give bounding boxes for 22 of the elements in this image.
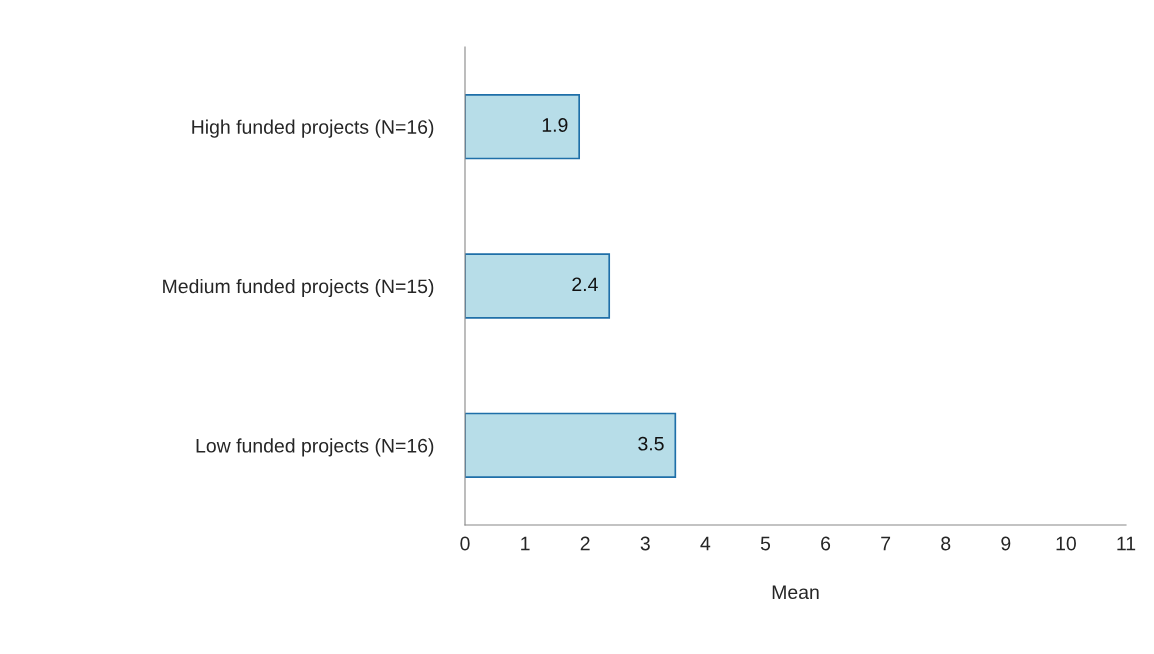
x-tick-label: 7 (881, 536, 891, 551)
x-tick-label: 10 (1056, 536, 1076, 551)
x-tick-label: 2 (580, 536, 590, 551)
x-tick-label: 5 (760, 536, 771, 551)
y-tick-label: Medium funded projects (N=15) (163, 278, 434, 298)
data-label: 2.4 (572, 277, 598, 292)
x-tick-label: 8 (941, 536, 951, 551)
x-tick-label: 11 (1117, 536, 1136, 551)
x-tick-label: 3 (640, 536, 650, 551)
x-axis-title: Mean (772, 585, 819, 600)
y-tick-label: High funded projects (N=16) (192, 119, 434, 138)
x-tick-label: 6 (821, 536, 831, 551)
bar (465, 412, 677, 479)
x-tick-label: 0 (460, 536, 470, 551)
x-tick-label: 4 (700, 536, 711, 551)
data-label: 3.5 (638, 436, 664, 451)
x-tick-label: 1 (521, 536, 530, 551)
y-tick-label: Low funded projects (N=16) (196, 438, 434, 457)
x-tick-label: 9 (1001, 536, 1011, 551)
bar (465, 93, 581, 160)
data-label: 1.9 (542, 118, 568, 132)
bar (465, 253, 611, 319)
